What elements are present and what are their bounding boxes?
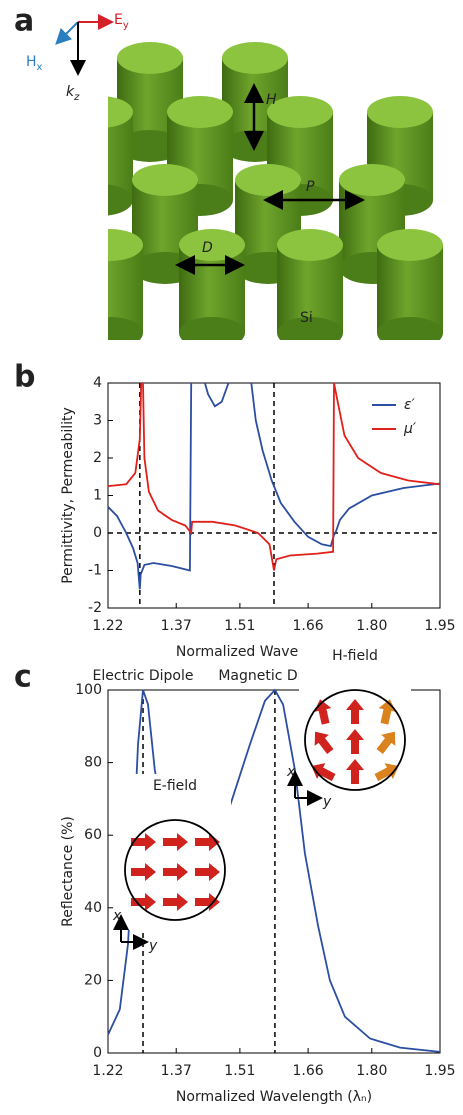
- cylinder-bottom: [108, 317, 143, 340]
- y-tick-label: 0: [93, 1045, 102, 1061]
- inset-label: H-field: [332, 648, 378, 664]
- cylinder-top: [367, 96, 433, 128]
- e-label: Ey: [114, 12, 129, 31]
- field-arrow: [131, 863, 156, 881]
- x-tick-label: 1.37: [161, 618, 192, 634]
- cylinder-bottom: [117, 130, 183, 162]
- dim-label: D: [202, 240, 213, 256]
- cylinder-bottom: [179, 317, 245, 340]
- x-tick-label: 1.51: [224, 1063, 255, 1079]
- y-tick-label: 3: [93, 413, 102, 429]
- y-tick-label: 60: [84, 827, 102, 843]
- x-axis-label: Normalized Wavelength (λₙ): [176, 1089, 372, 1105]
- y-tick-label: -1: [88, 563, 102, 579]
- x-tick-label: 1.80: [356, 1063, 387, 1079]
- y-tick-label: 4: [93, 375, 102, 391]
- cylinder-top: [132, 164, 198, 196]
- x-tick-label: 1.66: [293, 1063, 324, 1079]
- cylinder-top: [167, 96, 233, 128]
- field-arrow: [131, 893, 156, 911]
- cylinder-top: [267, 96, 333, 128]
- k-sub: z: [73, 92, 80, 103]
- e-sub: y: [123, 20, 129, 31]
- field-arrow: [346, 759, 364, 784]
- field-arrow: [163, 893, 188, 911]
- y-tick-label: 80: [84, 755, 102, 771]
- inset-axis-label: x: [112, 908, 122, 924]
- x-tick-label: 1.37: [161, 1063, 192, 1079]
- panel-label: c: [14, 660, 32, 695]
- y-axis-label: Reflectance (%): [60, 816, 76, 927]
- x-tick-label: 1.66: [293, 618, 324, 634]
- k: k: [66, 84, 75, 100]
- inset-axis-label: y: [148, 938, 158, 954]
- x-tick-label: 1.51: [224, 618, 255, 634]
- legend-label: μ′: [403, 421, 417, 437]
- field-arrow: [195, 893, 220, 911]
- inset-label: E-field: [153, 778, 197, 794]
- cylinder-body: [108, 112, 133, 200]
- material-label: Si: [300, 310, 313, 326]
- field-arrow: [163, 833, 188, 851]
- cylinder-bottom: [377, 317, 443, 340]
- field-arrow: [346, 699, 364, 724]
- y-tick-label: 0: [93, 525, 102, 541]
- axes-icon: Ey Hx kz: [26, 12, 129, 103]
- inset-axis-label: x: [286, 764, 296, 780]
- y-tick-label: 40: [84, 900, 102, 916]
- series-line: [107, 382, 441, 590]
- cylinder-top: [179, 229, 245, 261]
- cylinder-top: [339, 164, 405, 196]
- cylinder-top: [108, 96, 133, 128]
- cylinder-bottom: [277, 317, 343, 340]
- e: E: [114, 12, 123, 28]
- dim-label: H: [266, 92, 277, 108]
- cylinder-top: [222, 42, 288, 74]
- series-line: [107, 382, 441, 571]
- panel-label: b: [14, 360, 35, 395]
- inset-circle: [304, 689, 406, 791]
- h-label: Hx: [26, 54, 43, 73]
- k-label: kz: [66, 84, 80, 103]
- y-tick-label: -2: [88, 600, 102, 616]
- y-axis-label: Permittivity, Permeability: [60, 407, 76, 584]
- x-tick-label: 1.95: [424, 1063, 455, 1079]
- x-tick-label: 1.22: [92, 618, 123, 634]
- field-arrow: [376, 731, 396, 754]
- field-arrow: [314, 731, 334, 754]
- field-arrow: [374, 763, 399, 782]
- y-tick-label: 100: [75, 682, 102, 698]
- cylinder-top: [108, 229, 143, 261]
- cylinder-top: [117, 42, 183, 74]
- legend-label: ε′: [404, 397, 416, 413]
- dim-label: P: [306, 179, 315, 195]
- x-tick-label: 1.22: [92, 1063, 123, 1079]
- field-arrow: [311, 763, 336, 782]
- x-tick-label: 1.80: [356, 618, 387, 634]
- field-arrow: [346, 729, 364, 754]
- cylinder-bottom: [108, 184, 133, 216]
- field-arrow: [195, 863, 220, 881]
- cylinder-top: [235, 164, 301, 196]
- inset-axis-label: y: [322, 794, 332, 810]
- annotation: Electric Dipole: [93, 668, 194, 684]
- panel-label: a: [14, 4, 34, 39]
- h-sub: x: [37, 62, 43, 73]
- cylinder-top: [277, 229, 343, 261]
- x-tick-label: 1.95: [424, 618, 455, 634]
- y-tick-label: 2: [93, 450, 102, 466]
- h: H: [26, 54, 37, 70]
- dimension-arrows: [175, 83, 365, 275]
- inset-circle: [124, 819, 226, 921]
- field-arrow: [163, 863, 188, 881]
- y-tick-label: 20: [84, 972, 102, 988]
- cylinder-array: [108, 42, 443, 340]
- cylinder-top: [377, 229, 443, 261]
- y-tick-label: 1: [93, 488, 102, 504]
- field-arrow: [131, 833, 156, 851]
